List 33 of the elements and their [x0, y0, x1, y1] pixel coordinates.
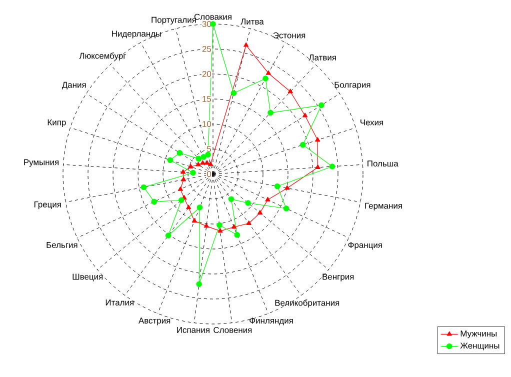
spoke-label: Венгрия	[322, 274, 354, 282]
spoke-label: Словения	[214, 327, 252, 333]
spoke-label: Португалия	[152, 16, 196, 25]
spoke-label: Эстония	[273, 32, 306, 38]
spoke-label: Кипр	[48, 119, 66, 127]
spoke-label: Болгария	[334, 82, 370, 90]
spoke-label: Германия	[365, 202, 402, 210]
y-tick-label: 25	[202, 46, 212, 52]
spoke-label: Польша	[368, 160, 398, 166]
spoke-label: Латвия	[308, 54, 336, 60]
spoke-label: Нидерланды	[112, 30, 162, 38]
spoke-label: Испания	[177, 327, 210, 333]
spoke-label: Греция	[34, 201, 61, 210]
spoke-label: Люксембург	[79, 52, 126, 60]
spoke-label: Великобритания	[275, 300, 340, 308]
spoke-label: Бельгия	[46, 242, 78, 248]
y-tick-label: 0	[207, 171, 212, 177]
spoke-label: Франция	[348, 242, 382, 250]
legend-label: Мужчины	[460, 330, 497, 338]
spoke-label: Финляндия	[250, 318, 293, 326]
spoke-label: Словакия	[194, 14, 232, 20]
spoke-label: Швеция	[72, 274, 103, 282]
spoke-label: Дания	[62, 82, 86, 90]
y-tick-label: 20	[202, 71, 212, 77]
y-tick-label: 5	[207, 146, 212, 152]
spoke-label: Румыния	[24, 159, 59, 167]
spoke-label: Италия	[106, 300, 134, 306]
legend-label: Женщины	[460, 342, 500, 350]
spoke-label: Чехия	[360, 119, 384, 126]
y-tick-label: 15	[202, 96, 212, 102]
spoke-label: Литва	[240, 18, 264, 25]
y-tick-label: 10	[202, 121, 212, 127]
spoke-label: Австрия	[138, 318, 170, 326]
